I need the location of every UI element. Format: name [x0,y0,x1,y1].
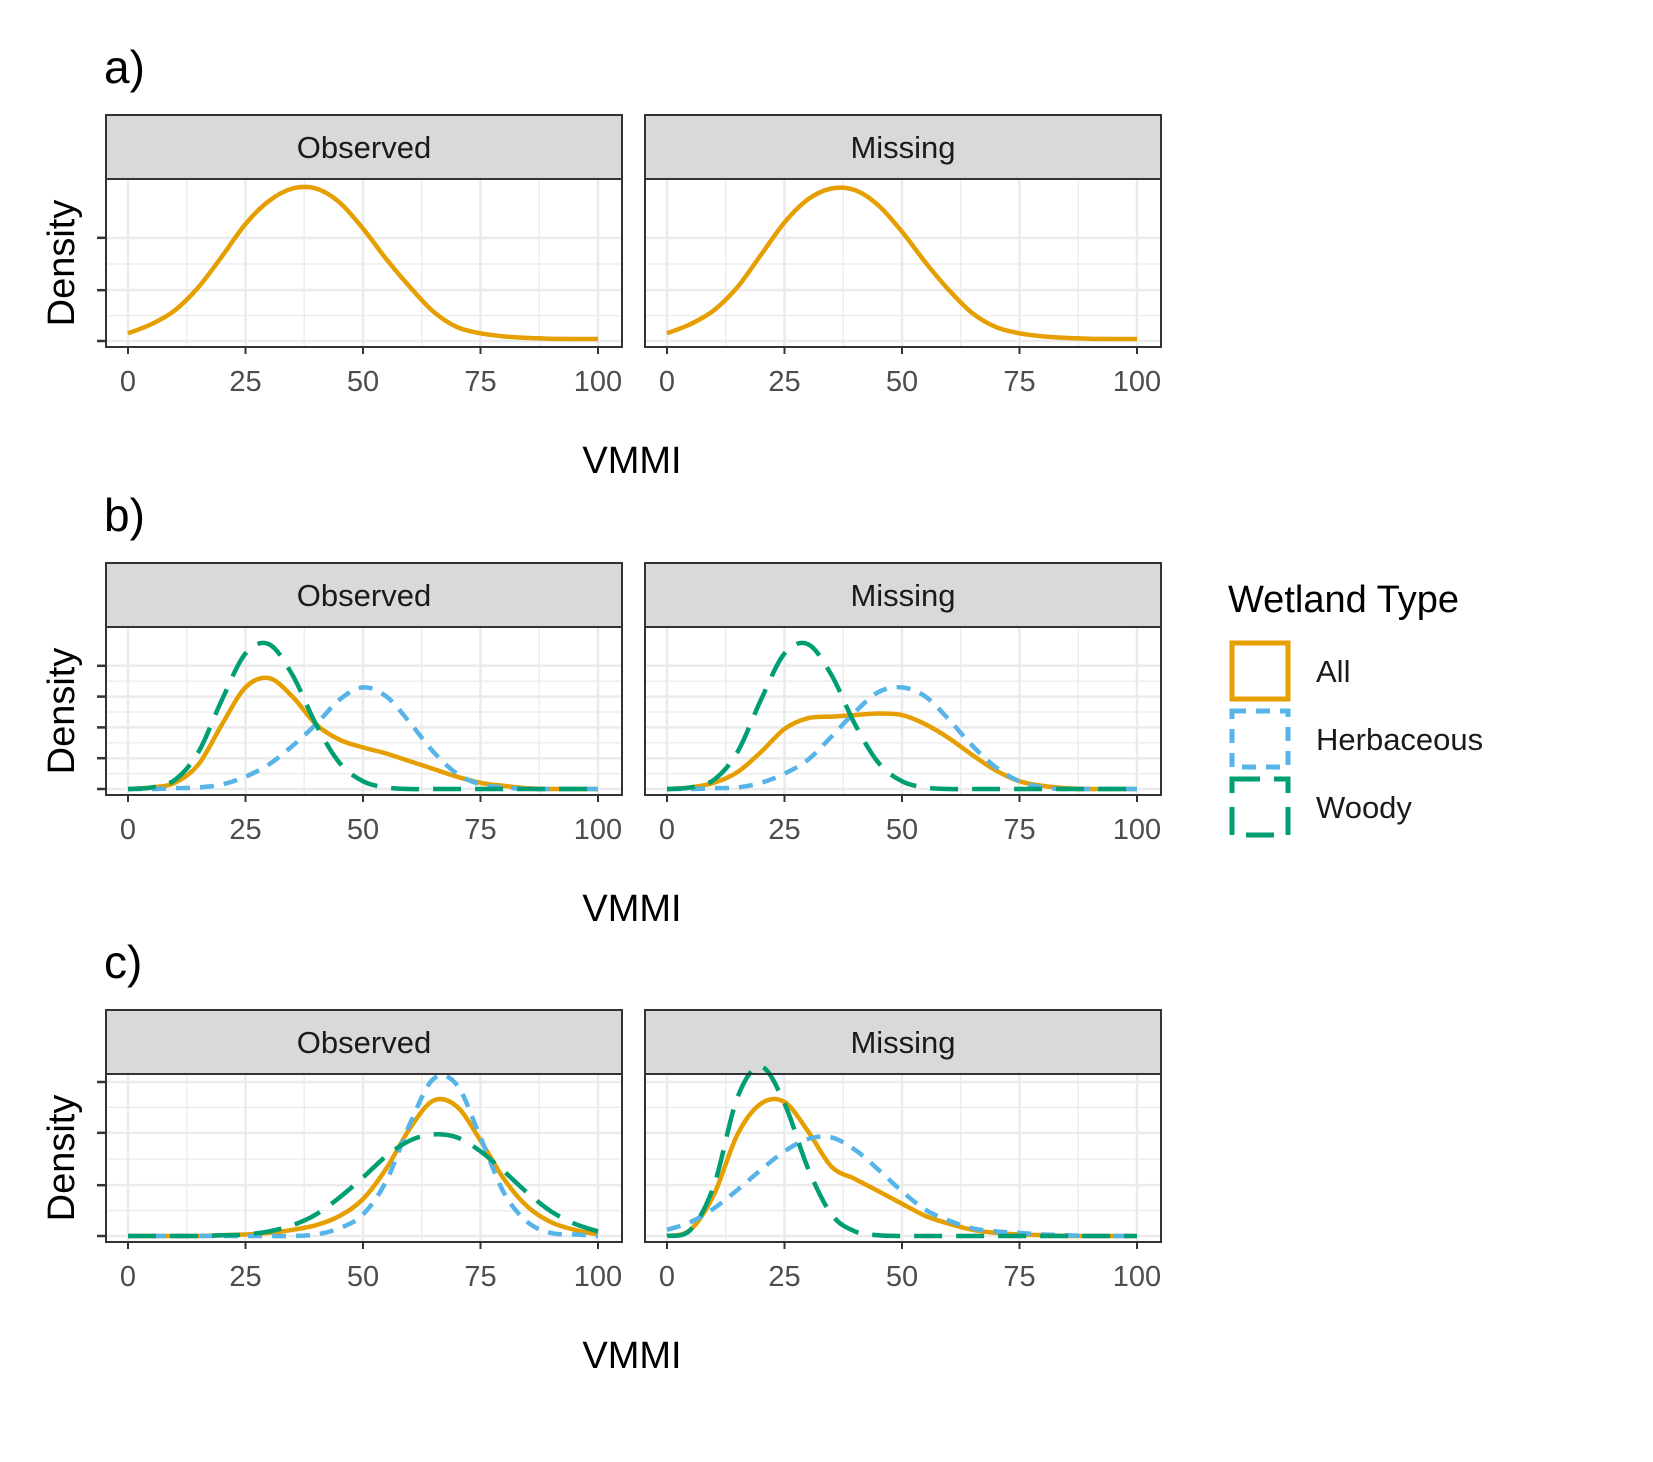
x-tick-label: 25 [768,366,800,398]
x-tick-label: 0 [659,814,675,846]
facet-observed: Observed 0 25 50 75 100 [97,562,623,846]
series-line-all [666,185,1137,342]
x-tick-label: 25 [768,814,800,846]
x-tick-label: 25 [229,366,261,398]
y-axis-title: Density [41,1095,83,1222]
facet-observed: Observed 0 25 50 75 100 [97,114,623,398]
x-tick-label: 100 [1113,1261,1161,1293]
facet-strip [105,114,623,180]
x-tick-label: 0 [659,366,675,398]
x-tick-label: 50 [347,366,379,398]
x-tick-label: 75 [464,814,496,846]
x-tick-label: 50 [886,1261,918,1293]
facet-observed: Observed 0 25 50 75 100 [97,1009,623,1293]
x-tick-label: 75 [464,1261,496,1293]
legend-label: All [1316,654,1350,689]
facet-strip [105,1009,623,1075]
x-tick-label: 50 [347,1261,379,1293]
chart-row-c: c) Density VMMI Observed 0 25 50 75 100 Missing 0 2… [41,936,1162,1377]
facet-strip-label: Missing [850,1025,955,1060]
legend-key-herbaceous [1229,708,1291,770]
series-line-woody [666,640,1137,792]
facet-strip [644,562,1162,628]
x-tick-label: 0 [659,1261,675,1293]
panel-label: c) [104,936,142,988]
legend-label: Herbaceous [1316,722,1483,757]
x-axis-title: VMMI [582,440,681,482]
facet-strip [644,114,1162,180]
y-axis-title: Density [41,200,83,327]
x-tick-label: 50 [347,814,379,846]
facet-strip-label: Missing [850,578,955,613]
facet-strip-label: Missing [850,130,955,165]
legend-item-herbaceous: Herbaceous [1229,708,1483,770]
facet-missing: Missing 0 25 50 75 100 [644,1009,1162,1293]
legend-key-woody [1229,776,1291,838]
x-tick-label: 100 [1113,814,1161,846]
series-line-all [127,184,598,342]
x-tick-label: 100 [1113,366,1161,398]
x-tick-label: 75 [1003,814,1035,846]
legend-label: Woody [1316,790,1412,825]
facet-strip [105,562,623,628]
legend-key-all [1229,640,1291,702]
x-axis-title: VMMI [582,1335,681,1377]
legend-title: Wetland Type [1228,579,1459,621]
x-tick-label: 100 [574,366,622,398]
facet-strip-label: Observed [297,1025,431,1060]
x-tick-label: 25 [229,814,261,846]
legend-item-woody: Woody [1229,776,1412,838]
facet-missing: Missing 0 25 50 75 100 [644,562,1162,846]
chart-row-a: a) Density VMMI Observed 0 25 50 75 100 Missing 0 2… [41,41,1162,482]
legend: Wetland Type All Herbaceous Woody [1228,579,1483,838]
x-tick-label: 100 [574,1261,622,1293]
y-axis-title: Density [41,648,83,775]
x-tick-label: 0 [120,366,136,398]
x-tick-label: 75 [1003,366,1035,398]
x-tick-label: 25 [229,1261,261,1293]
series-line-woody [128,1131,599,1239]
x-tick-label: 75 [1003,1261,1035,1293]
facet-missing: Missing 0 25 50 75 100 [644,114,1162,398]
facet-strip-label: Observed [297,130,431,165]
x-axis-title: VMMI [582,888,681,930]
legend-item-all: All [1229,640,1350,702]
series-line-woody [127,640,598,792]
x-tick-label: 25 [768,1261,800,1293]
panel-label: b) [104,489,145,541]
x-tick-label: 50 [886,366,918,398]
series-line-herbaceous [128,1073,599,1239]
facet-strip-label: Observed [297,578,431,613]
x-tick-label: 50 [886,814,918,846]
x-tick-label: 0 [120,814,136,846]
chart-row-b: b) Density VMMI Observed 0 25 50 75 100 Missing 0 2… [41,489,1162,930]
series-line-woody [666,1064,1137,1239]
x-tick-label: 0 [120,1261,136,1293]
x-tick-label: 100 [574,814,622,846]
x-tick-label: 75 [464,366,496,398]
panel-label: a) [104,41,145,93]
